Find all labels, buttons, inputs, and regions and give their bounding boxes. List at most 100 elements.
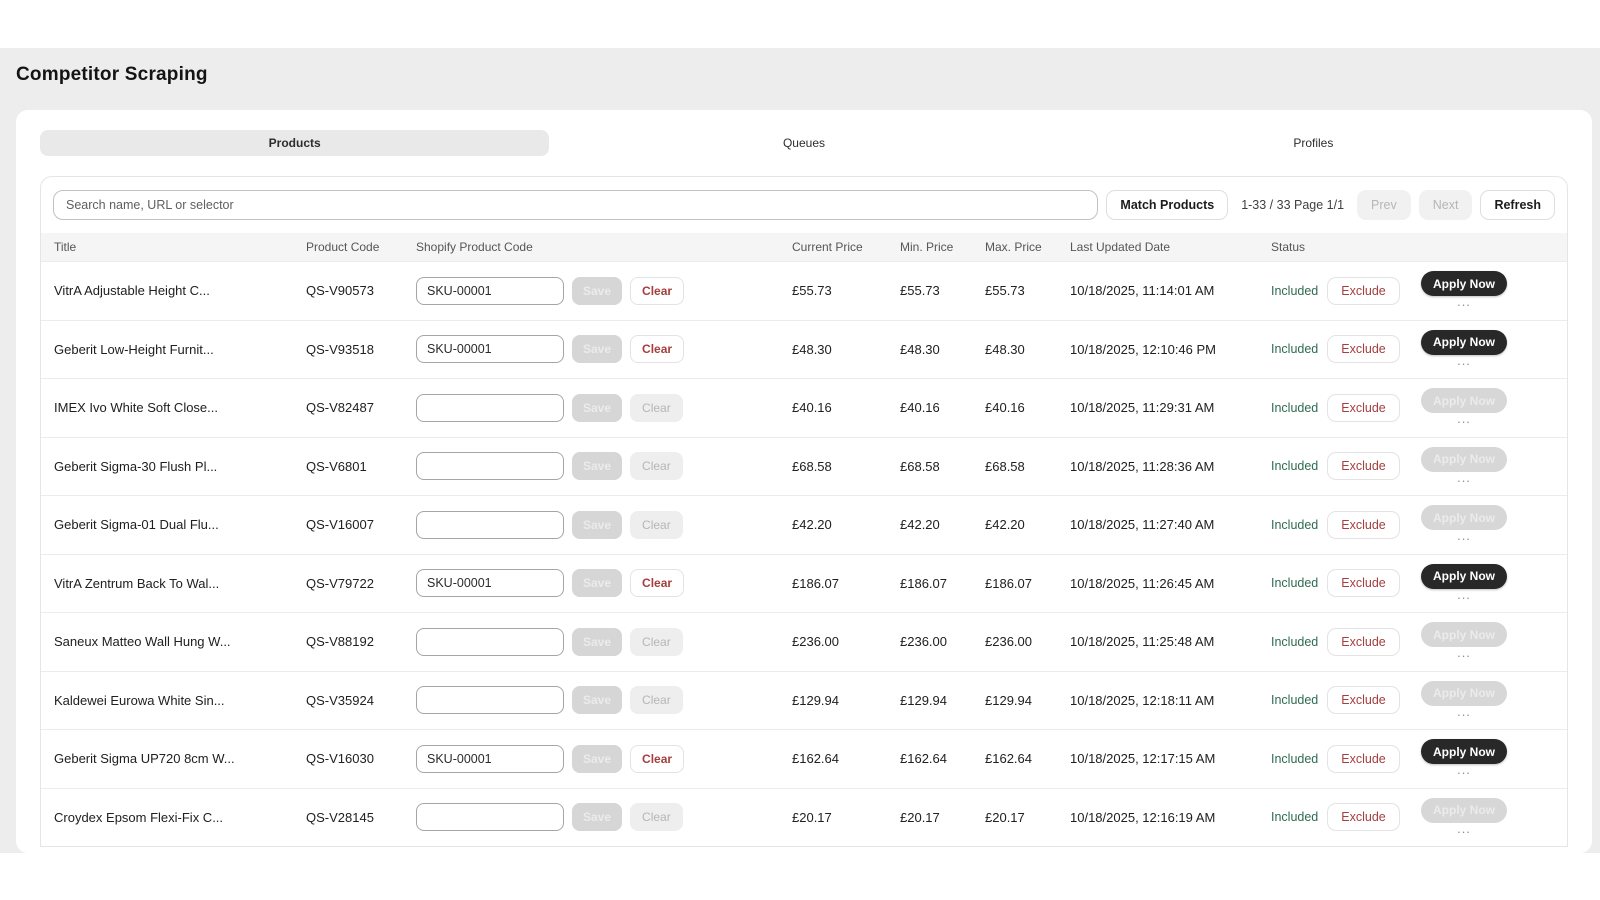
tab-queues[interactable]: Queues: [782, 136, 825, 150]
status-badge: Included: [1271, 283, 1319, 298]
product-code: QS-V93518: [306, 341, 374, 357]
apply-now-button[interactable]: Apply Now: [1421, 739, 1507, 765]
status-badge: Included: [1271, 634, 1319, 649]
apply-now-button[interactable]: Apply Now: [1421, 622, 1507, 648]
status-cell: Included Exclude Apply Now ...: [1258, 797, 1567, 836]
save-button[interactable]: Save: [572, 452, 623, 481]
table-row: Croydex Epsom Flexi-Fix C... QS-V28145 S…: [41, 787, 1567, 847]
exclude-button[interactable]: Exclude: [1327, 627, 1400, 656]
shopify-sku-input[interactable]: [416, 686, 564, 715]
shopify-sku-input[interactable]: [416, 393, 564, 422]
pagination-info: 1-33 / 33 Page 1/1: [1241, 198, 1345, 212]
max-price: £68.58: [985, 458, 1025, 474]
last-updated-date: 10/18/2025, 12:10:46 PM: [1070, 341, 1217, 357]
shopify-sku-input[interactable]: [416, 569, 564, 598]
clear-button[interactable]: Clear: [630, 803, 683, 832]
more-options-button[interactable]: ...: [1457, 703, 1471, 719]
apply-now-button[interactable]: Apply Now: [1421, 505, 1507, 531]
clear-button[interactable]: Clear: [630, 744, 685, 773]
table-row: IMEX Ivo White Soft Close... QS-V82487 S…: [41, 378, 1567, 437]
clear-button[interactable]: Clear: [630, 627, 683, 656]
status-badge: Included: [1271, 576, 1319, 591]
apply-now-button[interactable]: Apply Now: [1421, 271, 1507, 297]
exclude-button[interactable]: Exclude: [1327, 686, 1400, 715]
product-title: Geberit Sigma UP720 8cm W...: [54, 751, 235, 767]
exclude-button[interactable]: Exclude: [1327, 744, 1400, 773]
clear-button[interactable]: Clear: [630, 335, 685, 364]
prev-page-button[interactable]: Prev: [1357, 190, 1411, 220]
clear-button[interactable]: Clear: [630, 686, 683, 715]
more-options-button[interactable]: ...: [1457, 294, 1471, 310]
status-cell: Included Exclude Apply Now ...: [1258, 739, 1567, 778]
shopify-sku-input[interactable]: [416, 627, 564, 656]
last-updated-date: 10/18/2025, 12:17:15 AM: [1070, 751, 1216, 767]
status-cell: Included Exclude Apply Now ...: [1258, 563, 1567, 602]
shopify-sku-input[interactable]: [416, 335, 564, 364]
exclude-button[interactable]: Exclude: [1327, 569, 1400, 598]
apply-now-button[interactable]: Apply Now: [1421, 797, 1507, 823]
clear-button[interactable]: Clear: [630, 510, 683, 539]
save-button[interactable]: Save: [572, 686, 623, 715]
apply-now-button[interactable]: Apply Now: [1421, 446, 1507, 472]
tab-products[interactable]: Products: [40, 130, 550, 156]
refresh-button[interactable]: Refresh: [1480, 190, 1555, 220]
more-options-button[interactable]: ...: [1457, 469, 1471, 485]
product-code: QS-V6801: [306, 458, 367, 474]
status-badge: Included: [1271, 342, 1319, 357]
match-products-button[interactable]: Match Products: [1106, 190, 1229, 220]
clear-button[interactable]: Clear: [630, 452, 683, 481]
clear-button[interactable]: Clear: [630, 569, 685, 598]
table-row: Geberit Sigma-30 Flush Pl... QS-V6801 Sa…: [41, 436, 1567, 496]
shopify-code-cell: Save Clear: [403, 335, 779, 364]
last-updated-date: 10/18/2025, 11:25:48 AM: [1070, 634, 1215, 650]
shopify-sku-input[interactable]: [416, 452, 564, 481]
apply-now-button[interactable]: Apply Now: [1421, 388, 1507, 414]
more-options-button[interactable]: ...: [1457, 645, 1471, 661]
save-button[interactable]: Save: [572, 276, 623, 305]
max-price: £186.07: [985, 575, 1032, 591]
exclude-button[interactable]: Exclude: [1327, 393, 1400, 422]
table-row: Geberit Low-Height Furnit... QS-V93518 S…: [41, 319, 1567, 379]
apply-now-button[interactable]: Apply Now: [1421, 329, 1507, 355]
search-input[interactable]: [53, 190, 1099, 220]
min-price: £236.00: [900, 634, 947, 650]
shopify-sku-input[interactable]: [416, 276, 564, 305]
tab-profiles[interactable]: Profiles: [1293, 136, 1334, 150]
more-options-button[interactable]: ...: [1457, 411, 1471, 427]
status-cell: Included Exclude Apply Now ...: [1258, 388, 1567, 427]
save-button[interactable]: Save: [572, 393, 623, 422]
column-header-min-price: Min. Price: [900, 240, 954, 254]
exclude-button[interactable]: Exclude: [1327, 510, 1400, 539]
save-button[interactable]: Save: [572, 803, 623, 832]
more-options-button[interactable]: ...: [1457, 352, 1471, 368]
save-button[interactable]: Save: [572, 569, 623, 598]
apply-stack: Apply Now ...: [1421, 680, 1507, 719]
exclude-button[interactable]: Exclude: [1327, 452, 1400, 481]
save-button[interactable]: Save: [572, 510, 623, 539]
save-button[interactable]: Save: [572, 744, 623, 773]
save-button[interactable]: Save: [572, 627, 623, 656]
apply-now-button[interactable]: Apply Now: [1421, 680, 1507, 706]
apply-stack: Apply Now ...: [1421, 505, 1507, 544]
shopify-sku-input[interactable]: [416, 803, 564, 832]
last-updated-date: 10/18/2025, 11:29:31 AM: [1070, 400, 1215, 416]
clear-button[interactable]: Clear: [630, 393, 683, 422]
apply-now-button[interactable]: Apply Now: [1421, 563, 1507, 589]
shopify-sku-input[interactable]: [416, 510, 564, 539]
more-options-button[interactable]: ...: [1457, 586, 1471, 602]
max-price: £129.94: [985, 692, 1032, 708]
max-price: £20.17: [985, 809, 1025, 825]
shopify-sku-input[interactable]: [416, 744, 564, 773]
exclude-button[interactable]: Exclude: [1327, 276, 1400, 305]
clear-button[interactable]: Clear: [630, 276, 685, 305]
max-price: £48.30: [985, 341, 1025, 357]
next-page-button[interactable]: Next: [1418, 190, 1473, 220]
more-options-button[interactable]: ...: [1457, 762, 1471, 778]
save-button[interactable]: Save: [572, 335, 623, 364]
shopify-code-cell: Save Clear: [403, 686, 779, 715]
more-options-button[interactable]: ...: [1457, 528, 1471, 544]
exclude-button[interactable]: Exclude: [1327, 803, 1400, 832]
table-body: VitrA Adjustable Height C... QS-V90573 S…: [41, 261, 1567, 846]
more-options-button[interactable]: ...: [1457, 820, 1471, 836]
exclude-button[interactable]: Exclude: [1327, 335, 1400, 364]
